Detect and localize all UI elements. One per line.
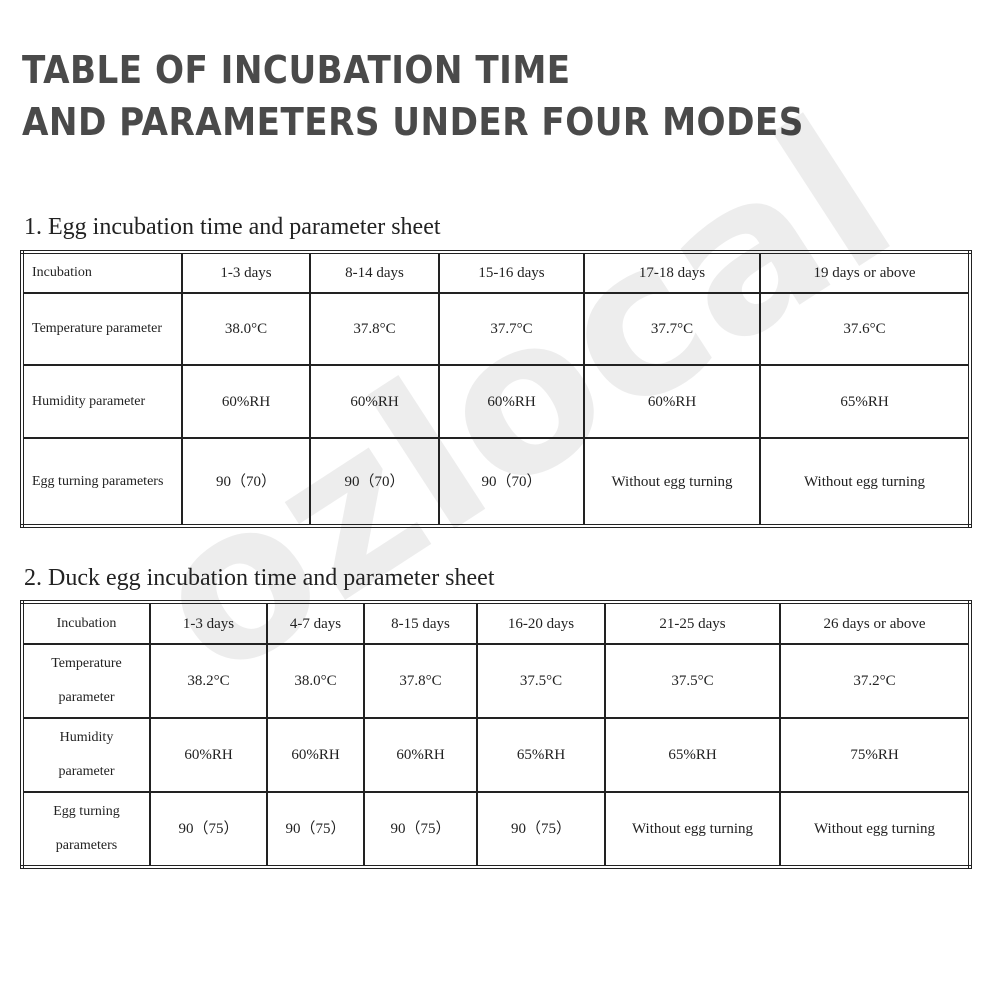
header-cell: 1-3 days xyxy=(149,601,268,645)
table-cell: 60%RH xyxy=(149,717,268,793)
table-cell: 60%RH xyxy=(583,364,761,439)
table-cell: Without egg turning xyxy=(583,437,761,527)
table-cell: 90（75） xyxy=(363,791,478,868)
header-cell: 8-14 days xyxy=(309,251,440,294)
table-row: Egg turning parameters 90（70） 90（70） 90（70）… xyxy=(21,437,971,527)
table-cell: 65%RH xyxy=(604,717,781,793)
table-row: Temperature parameter 38.0°C 37.8°C 37.7°C 3… xyxy=(21,292,971,366)
table-row: Temperature parameter 38.2°C 38.0°C 37.8°C 3… xyxy=(21,643,971,719)
table-cell: Without egg turning xyxy=(779,791,971,868)
row-header: Egg turning parameters xyxy=(21,791,151,868)
table-cell: 90（70） xyxy=(181,437,311,527)
table-cell: Without egg turning xyxy=(604,791,781,868)
header-cell: 1-3 days xyxy=(181,251,311,294)
header-cell: 26 days or above xyxy=(779,601,971,645)
header-cell: Incubation xyxy=(21,601,151,645)
table-cell: 37.2°C xyxy=(779,643,971,719)
table-body: Incubation 1-3 days 8-14 days 15-16 days 17-… xyxy=(21,251,971,527)
table-cell: 38.2°C xyxy=(149,643,268,719)
header-row: Incubation 1-3 days 8-14 days 15-16 days 17-… xyxy=(21,251,971,294)
table-cell: 90（70） xyxy=(438,437,585,527)
table-cell: 65%RH xyxy=(759,364,971,439)
table-cell: 38.0°C xyxy=(181,292,311,366)
header-cell: 21-25 days xyxy=(604,601,781,645)
row-header: Temperature parameter xyxy=(21,643,151,719)
table-row: Humidity parameter 60%RH 60%RH 60%RH 65%RH 65… xyxy=(21,717,971,793)
table-cell: 37.7°C xyxy=(438,292,585,366)
table-cell: 90（75） xyxy=(476,791,606,868)
header-cell: 8-15 days xyxy=(363,601,478,645)
table-body: Incubation 1-3 days 4-7 days 8-15 days 16-20… xyxy=(21,601,971,868)
table-cell: 90（75） xyxy=(149,791,268,868)
header-cell: 15-16 days xyxy=(438,251,585,294)
table-cell: 60%RH xyxy=(266,717,365,793)
row-header: Temperature parameter xyxy=(21,292,183,366)
table-cell: 37.5°C xyxy=(476,643,606,719)
header-cell: 16-20 days xyxy=(476,601,606,645)
header-row: Incubation 1-3 days 4-7 days 8-15 days 16-20… xyxy=(21,601,971,645)
header-cell: Incubation xyxy=(21,251,183,294)
table-cell: 60%RH xyxy=(181,364,311,439)
header-cell: 19 days or above xyxy=(759,251,971,294)
table-cell: 38.0°C xyxy=(266,643,365,719)
title-line: AND PARAMETERS UNDER FOUR MODES xyxy=(22,100,804,144)
table-cell: 60%RH xyxy=(363,717,478,793)
row-header: Humidity parameter xyxy=(21,364,183,439)
table-cell: 60%RH xyxy=(309,364,440,439)
table-cell: Without egg turning xyxy=(759,437,971,527)
header-cell: 4-7 days xyxy=(266,601,365,645)
parameter-table: Incubation 1-3 days 8-14 days 15-16 days 17-… xyxy=(20,250,972,528)
table-cell: 65%RH xyxy=(476,717,606,793)
table-cell: 37.6°C xyxy=(759,292,971,366)
table-cell: 37.8°C xyxy=(363,643,478,719)
table-cell: 75%RH xyxy=(779,717,971,793)
row-header: Humidity parameter xyxy=(21,717,151,793)
table-cell: 90（70） xyxy=(309,437,440,527)
row-header: Egg turning parameters xyxy=(21,437,183,527)
section-heading: 2. Duck egg incubation time and paramete… xyxy=(24,565,495,591)
table-cell: 60%RH xyxy=(438,364,585,439)
page-title: TABLE OF INCUBATION TIME AND PARAMETERS U… xyxy=(22,44,891,148)
table-cell: 37.8°C xyxy=(309,292,440,366)
title-line: TABLE OF INCUBATION TIME xyxy=(22,48,571,92)
table-cell: 37.5°C xyxy=(604,643,781,719)
header-cell: 17-18 days xyxy=(583,251,761,294)
table-cell: 37.7°C xyxy=(583,292,761,366)
section-heading: 1. Egg incubation time and parameter she… xyxy=(24,214,441,240)
table-row: Humidity parameter 60%RH 60%RH 60%RH 60%RH 65… xyxy=(21,364,971,439)
parameter-table: Incubation 1-3 days 4-7 days 8-15 days 16-20… xyxy=(20,600,972,869)
table-row: Egg turning parameters 90（75） 90（75） 90（75）… xyxy=(21,791,971,868)
table-cell: 90（75） xyxy=(266,791,365,868)
